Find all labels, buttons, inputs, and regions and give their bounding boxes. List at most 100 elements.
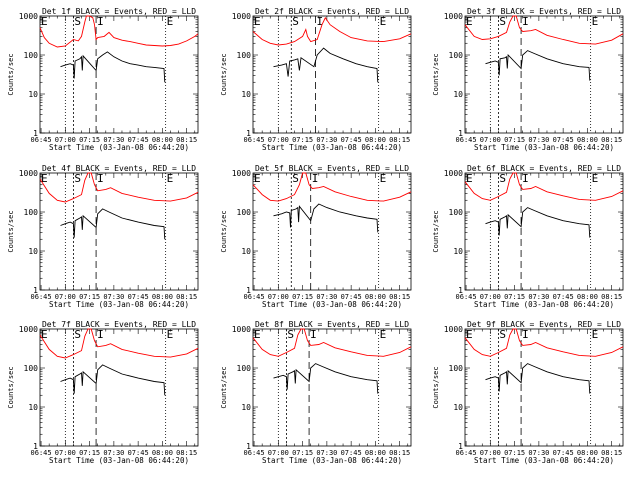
panel-title: Det 8f BLACK = Events, RED = LLD [255,320,409,329]
y-tick-label: 100 [237,51,252,60]
x-tick-label: 07:30 [316,136,337,144]
lld-series-line [252,328,412,357]
y-axis-label: Counts/sec [7,210,15,252]
x-tick-label: 07:45 [128,449,149,457]
x-tick-label: 07:15 [504,136,525,144]
panel-title: Det 3f BLACK = Events, RED = LLD [467,7,621,16]
interval-letter: E [592,328,599,341]
events-series-line [60,208,166,240]
interval-letter: E [41,172,48,185]
y-tick-label: 1 [458,129,463,138]
lld-series-line [39,15,199,48]
x-tick-label: 06:45 [244,293,265,301]
y-axis-label: Counts/sec [220,210,228,252]
interval-letter: E [380,328,387,341]
x-tick-label: 07:45 [553,293,574,301]
interval-letter: E [167,172,174,185]
panel-det-2: Det 2f BLACK = Events, RED = LLD 1 10 100 10… [220,7,412,152]
y-tick-label: 10 [28,90,38,99]
x-tick-label: 07:00 [480,449,501,457]
x-tick-label: 08:15 [601,136,622,144]
x-tick-label: 07:00 [480,136,501,144]
interval-letter: E [592,15,599,28]
panel-title: Det 2f BLACK = Events, RED = LLD [255,7,409,16]
y-axis-label: Counts/sec [432,210,440,252]
interval-letter: S [499,15,506,28]
y-tick-label: 1000 [232,169,251,178]
interval-letter: S [292,15,299,28]
y-axis-label: Counts/sec [432,53,440,95]
y-tick-label: 100 [24,51,39,60]
x-tick-label: 07:15 [79,293,100,301]
x-tick-label: 07:15 [292,449,313,457]
x-tick-label: 06:45 [31,449,52,457]
plot-frame [39,328,199,447]
y-tick-label: 1000 [444,325,463,334]
y-tick-label: 100 [237,208,252,217]
x-tick-label: 08:00 [577,136,598,144]
y-tick-label: 100 [449,364,464,373]
x-tick-label: 07:15 [292,293,313,301]
lld-series-line [252,172,412,202]
x-tick-label: 07:15 [292,136,313,144]
x-tick-label: 07:45 [341,449,362,457]
y-tick-label: 100 [237,364,252,373]
panel-det-7: Det 7f BLACK = Events, RED = LLD 1 10 100 10… [7,320,199,465]
x-axis-label: Start Time (03-Jan-08 06:44:20) [474,300,614,309]
plot-frame [39,15,199,134]
y-tick-label: 10 [28,403,38,412]
plot-frame [464,328,624,447]
y-tick-label: 1 [246,442,251,451]
y-tick-label: 10 [453,90,463,99]
y-tick-label: 100 [449,51,464,60]
events-series-line [273,363,379,394]
interval-letter: E [41,328,48,341]
x-tick-label: 08:15 [389,449,410,457]
x-tick-label: 07:45 [553,449,574,457]
x-tick-label: 08:15 [601,449,622,457]
x-tick-label: 06:45 [244,136,265,144]
x-tick-label: 07:00 [55,293,76,301]
events-series-line [485,363,591,394]
interval-letter: E [466,15,473,28]
x-tick-label: 08:15 [389,136,410,144]
events-series-line [485,50,591,81]
y-tick-label: 1 [33,286,38,295]
y-tick-label: 10 [453,247,463,256]
lld-series-line [39,328,199,359]
y-tick-label: 1000 [19,325,38,334]
x-tick-label: 07:00 [55,136,76,144]
y-tick-label: 10 [453,403,463,412]
panel-title: Det 6f BLACK = Events, RED = LLD [467,164,621,173]
x-axis-label: Start Time (03-Jan-08 06:44:20) [49,143,189,152]
plot-frame [252,328,412,447]
panel-det-5: Det 5f BLACK = Events, RED = LLD 1 10 100 10… [220,164,412,309]
x-tick-label: 06:45 [456,449,477,457]
interval-letter: S [74,172,81,185]
interval-letter: I [97,328,104,341]
y-tick-label: 1000 [232,12,251,21]
x-tick-label: 07:30 [316,449,337,457]
events-series-line [60,51,166,83]
events-series-line [273,47,379,83]
lld-series-line [39,172,199,203]
events-series-line [60,364,166,396]
y-tick-label: 10 [28,247,38,256]
y-tick-label: 10 [241,90,251,99]
x-tick-label: 08:00 [577,449,598,457]
interval-letter: I [522,328,529,341]
interval-letter: E [254,172,261,185]
x-tick-label: 07:30 [528,449,549,457]
x-tick-label: 07:30 [528,136,549,144]
y-tick-label: 1 [246,286,251,295]
interval-letter: E [167,15,174,28]
panel-title: Det 9f BLACK = Events, RED = LLD [467,320,621,329]
panel-title: Det 1f BLACK = Events, RED = LLD [42,7,196,16]
y-tick-label: 1 [458,286,463,295]
y-tick-label: 100 [24,364,39,373]
interval-letter: E [41,15,48,28]
y-tick-label: 100 [24,208,39,217]
y-axis-label: Counts/sec [220,366,228,408]
